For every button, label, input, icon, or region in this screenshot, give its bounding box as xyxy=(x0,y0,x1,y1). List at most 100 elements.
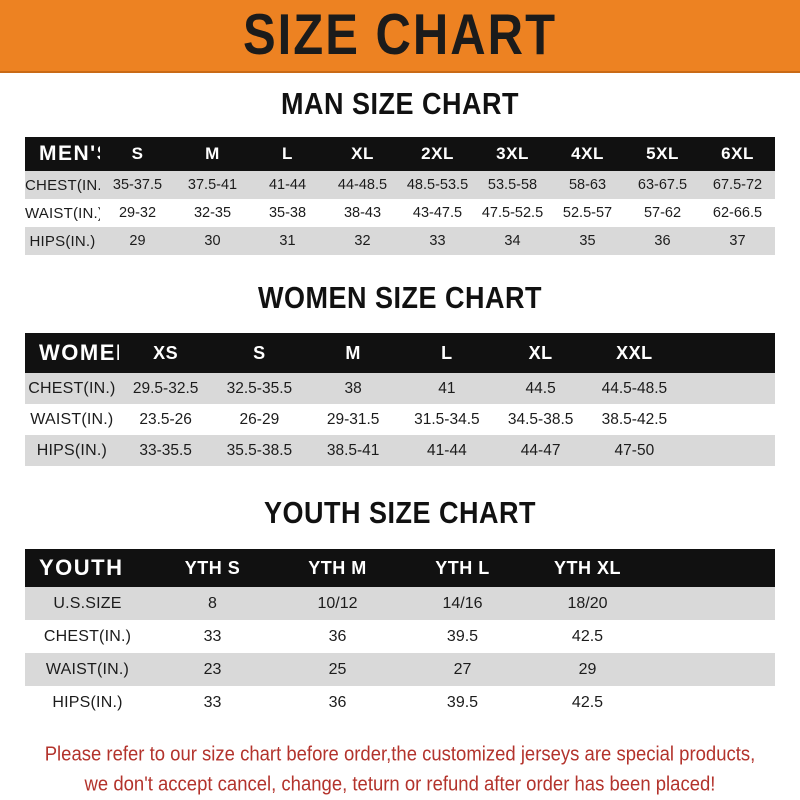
table-row: CHEST(IN.) 35-37.5 37.5-41 41-44 44-48.5 48.5… xyxy=(25,171,775,199)
table-cell: 27 xyxy=(453,660,472,678)
youth-size-table: YOUTH YTH S YTH M YTH L YTH XL U.S.SIZE 8 10/1… xyxy=(25,549,775,719)
table-cell: 32 xyxy=(354,233,371,249)
table-cell: 35-37.5 xyxy=(112,177,163,193)
table-cell: 38.5-41 xyxy=(326,441,380,459)
table-cell: 48.5-53.5 xyxy=(406,177,469,193)
row-label: CHEST(IN.) xyxy=(43,627,132,645)
column-header-l: L xyxy=(282,144,293,163)
man-size-chart-wrap: MEN'S S M L XL 2XL 3XL 4XL 5XL 6XL CHEST(IN.) 35-3… xyxy=(0,137,800,255)
table-row: HIPS(IN.) 33 36 39.5 42.5 xyxy=(25,686,775,719)
page-banner: SIZE CHART xyxy=(0,0,800,73)
table-cell: 14/16 xyxy=(442,594,483,612)
column-header-l: L xyxy=(441,342,453,363)
table-cell: 41-44 xyxy=(427,441,467,459)
youth-size-chart-wrap: YOUTH YTH S YTH M YTH L YTH XL U.S.SIZE 8 10/1… xyxy=(0,549,800,719)
table-row: HIPS(IN.) 29 30 31 32 33 34 35 36 37 xyxy=(25,227,775,255)
table-cell: 23 xyxy=(203,660,222,678)
table-corner-label: WOMEN'S xyxy=(39,340,119,365)
row-label: CHEST(IN.) xyxy=(28,379,116,397)
column-header-m: M xyxy=(205,144,220,163)
table-cell: 36 xyxy=(654,233,671,249)
row-label: HIPS(IN.) xyxy=(36,441,107,459)
column-header-6xl: 6XL xyxy=(721,144,754,163)
table-cell: 41-44 xyxy=(268,177,307,193)
man-table-head: MEN'S S M L XL 2XL 3XL 4XL 5XL 6XL xyxy=(25,137,775,171)
table-cell: 23.5-26 xyxy=(139,410,192,428)
table-cell: 37 xyxy=(729,233,746,249)
table-corner-label: MEN'S xyxy=(39,142,100,165)
section-title-youth: YOUTH SIZE CHART xyxy=(263,496,536,530)
man-size-table: MEN'S S M L XL 2XL 3XL 4XL 5XL 6XL CHEST(IN.) 35-3… xyxy=(25,137,775,255)
table-cell: 42.5 xyxy=(571,693,604,711)
table-cell xyxy=(650,653,775,686)
table-cell xyxy=(650,620,775,653)
table-row: WAIST(IN.) 29-32 32-35 35-38 38-43 43-47.5 47.… xyxy=(25,199,775,227)
table-row: HIPS(IN.) 33-35.5 35.5-38.5 38.5-41 41-44 44-… xyxy=(25,435,775,466)
table-cell: 63-67.5 xyxy=(637,177,688,193)
table-cell: 38.5-42.5 xyxy=(601,410,668,428)
footer-line-2: we don't accept cancel, change, teturn o… xyxy=(84,771,716,795)
table-cell: 58-63 xyxy=(568,177,607,193)
section-title-man: MAN SIZE CHART xyxy=(281,87,519,121)
table-cell xyxy=(650,587,775,620)
table-corner-label: YOUTH xyxy=(39,555,124,580)
table-cell: 30 xyxy=(204,233,221,249)
column-header-xxl: XXL xyxy=(616,342,653,363)
column-header-4xl: 4XL xyxy=(571,144,604,163)
table-cell: 44-48.5 xyxy=(337,177,388,193)
man-header-row: MEN'S S M L XL 2XL 3XL 4XL 5XL 6XL xyxy=(25,137,775,171)
table-cell xyxy=(681,373,775,404)
footer-disclaimer: Please refer to our size chart before or… xyxy=(0,739,800,799)
row-label: WAIST(IN.) xyxy=(45,660,130,678)
column-header-yth-s: YTH S xyxy=(184,557,241,578)
table-cell: 62-66.5 xyxy=(712,205,763,221)
table-cell: 29 xyxy=(129,233,146,249)
table-cell: 29 xyxy=(578,660,597,678)
column-header-5xl: 5XL xyxy=(646,144,679,163)
table-cell: 43-47.5 xyxy=(412,205,463,221)
table-cell: 39.5 xyxy=(446,627,479,645)
table-cell: 8 xyxy=(208,594,217,612)
table-cell: 57-62 xyxy=(643,205,682,221)
table-cell: 37.5-41 xyxy=(187,177,238,193)
women-header-row: WOMEN'S XS S M L XL XXL xyxy=(25,333,775,373)
table-cell: 35 xyxy=(579,233,596,249)
table-cell: 33-35.5 xyxy=(139,441,192,459)
column-header-s: S xyxy=(253,342,266,363)
page-title: SIZE CHART xyxy=(243,3,557,67)
table-cell xyxy=(650,686,775,719)
row-label: U.S.SIZE xyxy=(53,594,122,612)
youth-header-row: YOUTH YTH S YTH M YTH L YTH XL xyxy=(25,549,775,587)
table-cell: 26-29 xyxy=(239,410,280,428)
table-cell: 35-38 xyxy=(268,205,307,221)
column-header-3xl: 3XL xyxy=(496,144,529,163)
women-size-table: WOMEN'S XS S M L XL XXL CHEST(IN.) 29.5-32.5 32.… xyxy=(25,333,775,466)
table-cell: 67.5-72 xyxy=(712,177,763,193)
table-cell: 18/20 xyxy=(567,594,608,612)
section-title-women: WOMEN SIZE CHART xyxy=(258,281,542,315)
column-header-yth-xl: YTH XL xyxy=(553,557,621,578)
table-cell: 44.5-48.5 xyxy=(601,379,668,397)
row-label: WAIST(IN.) xyxy=(25,204,100,222)
column-header-xl: XL xyxy=(351,144,374,163)
table-cell: 47.5-52.5 xyxy=(481,205,544,221)
table-cell: 29-31.5 xyxy=(326,410,380,428)
column-header-2xl: 2XL xyxy=(421,144,454,163)
table-row: CHEST(IN.) 29.5-32.5 32.5-35.5 38 41 44.5 44.5… xyxy=(25,373,775,404)
row-label: CHEST(IN.) xyxy=(25,176,100,194)
table-row: WAIST(IN.) 23.5-26 26-29 29-31.5 31.5-34.5 34… xyxy=(25,404,775,435)
table-cell: 34 xyxy=(504,233,521,249)
footer-line-1: Please refer to our size chart before or… xyxy=(44,742,756,765)
table-cell: 44.5 xyxy=(525,379,556,397)
table-cell: 41 xyxy=(438,379,456,397)
table-cell: 44-47 xyxy=(520,441,561,459)
table-cell: 29-32 xyxy=(118,205,157,221)
table-cell: 36 xyxy=(328,693,347,711)
table-cell: 33 xyxy=(429,233,446,249)
youth-table-head: YOUTH YTH S YTH M YTH L YTH XL xyxy=(25,549,775,587)
table-cell: 52.5-57 xyxy=(562,205,613,221)
youth-table-body: U.S.SIZE 8 10/12 14/16 18/20 CHEST(IN.) 33 36 39… xyxy=(25,587,775,719)
table-cell: 25 xyxy=(328,660,347,678)
table-cell: 47-50 xyxy=(614,441,655,459)
table-cell: 29.5-32.5 xyxy=(132,379,199,397)
